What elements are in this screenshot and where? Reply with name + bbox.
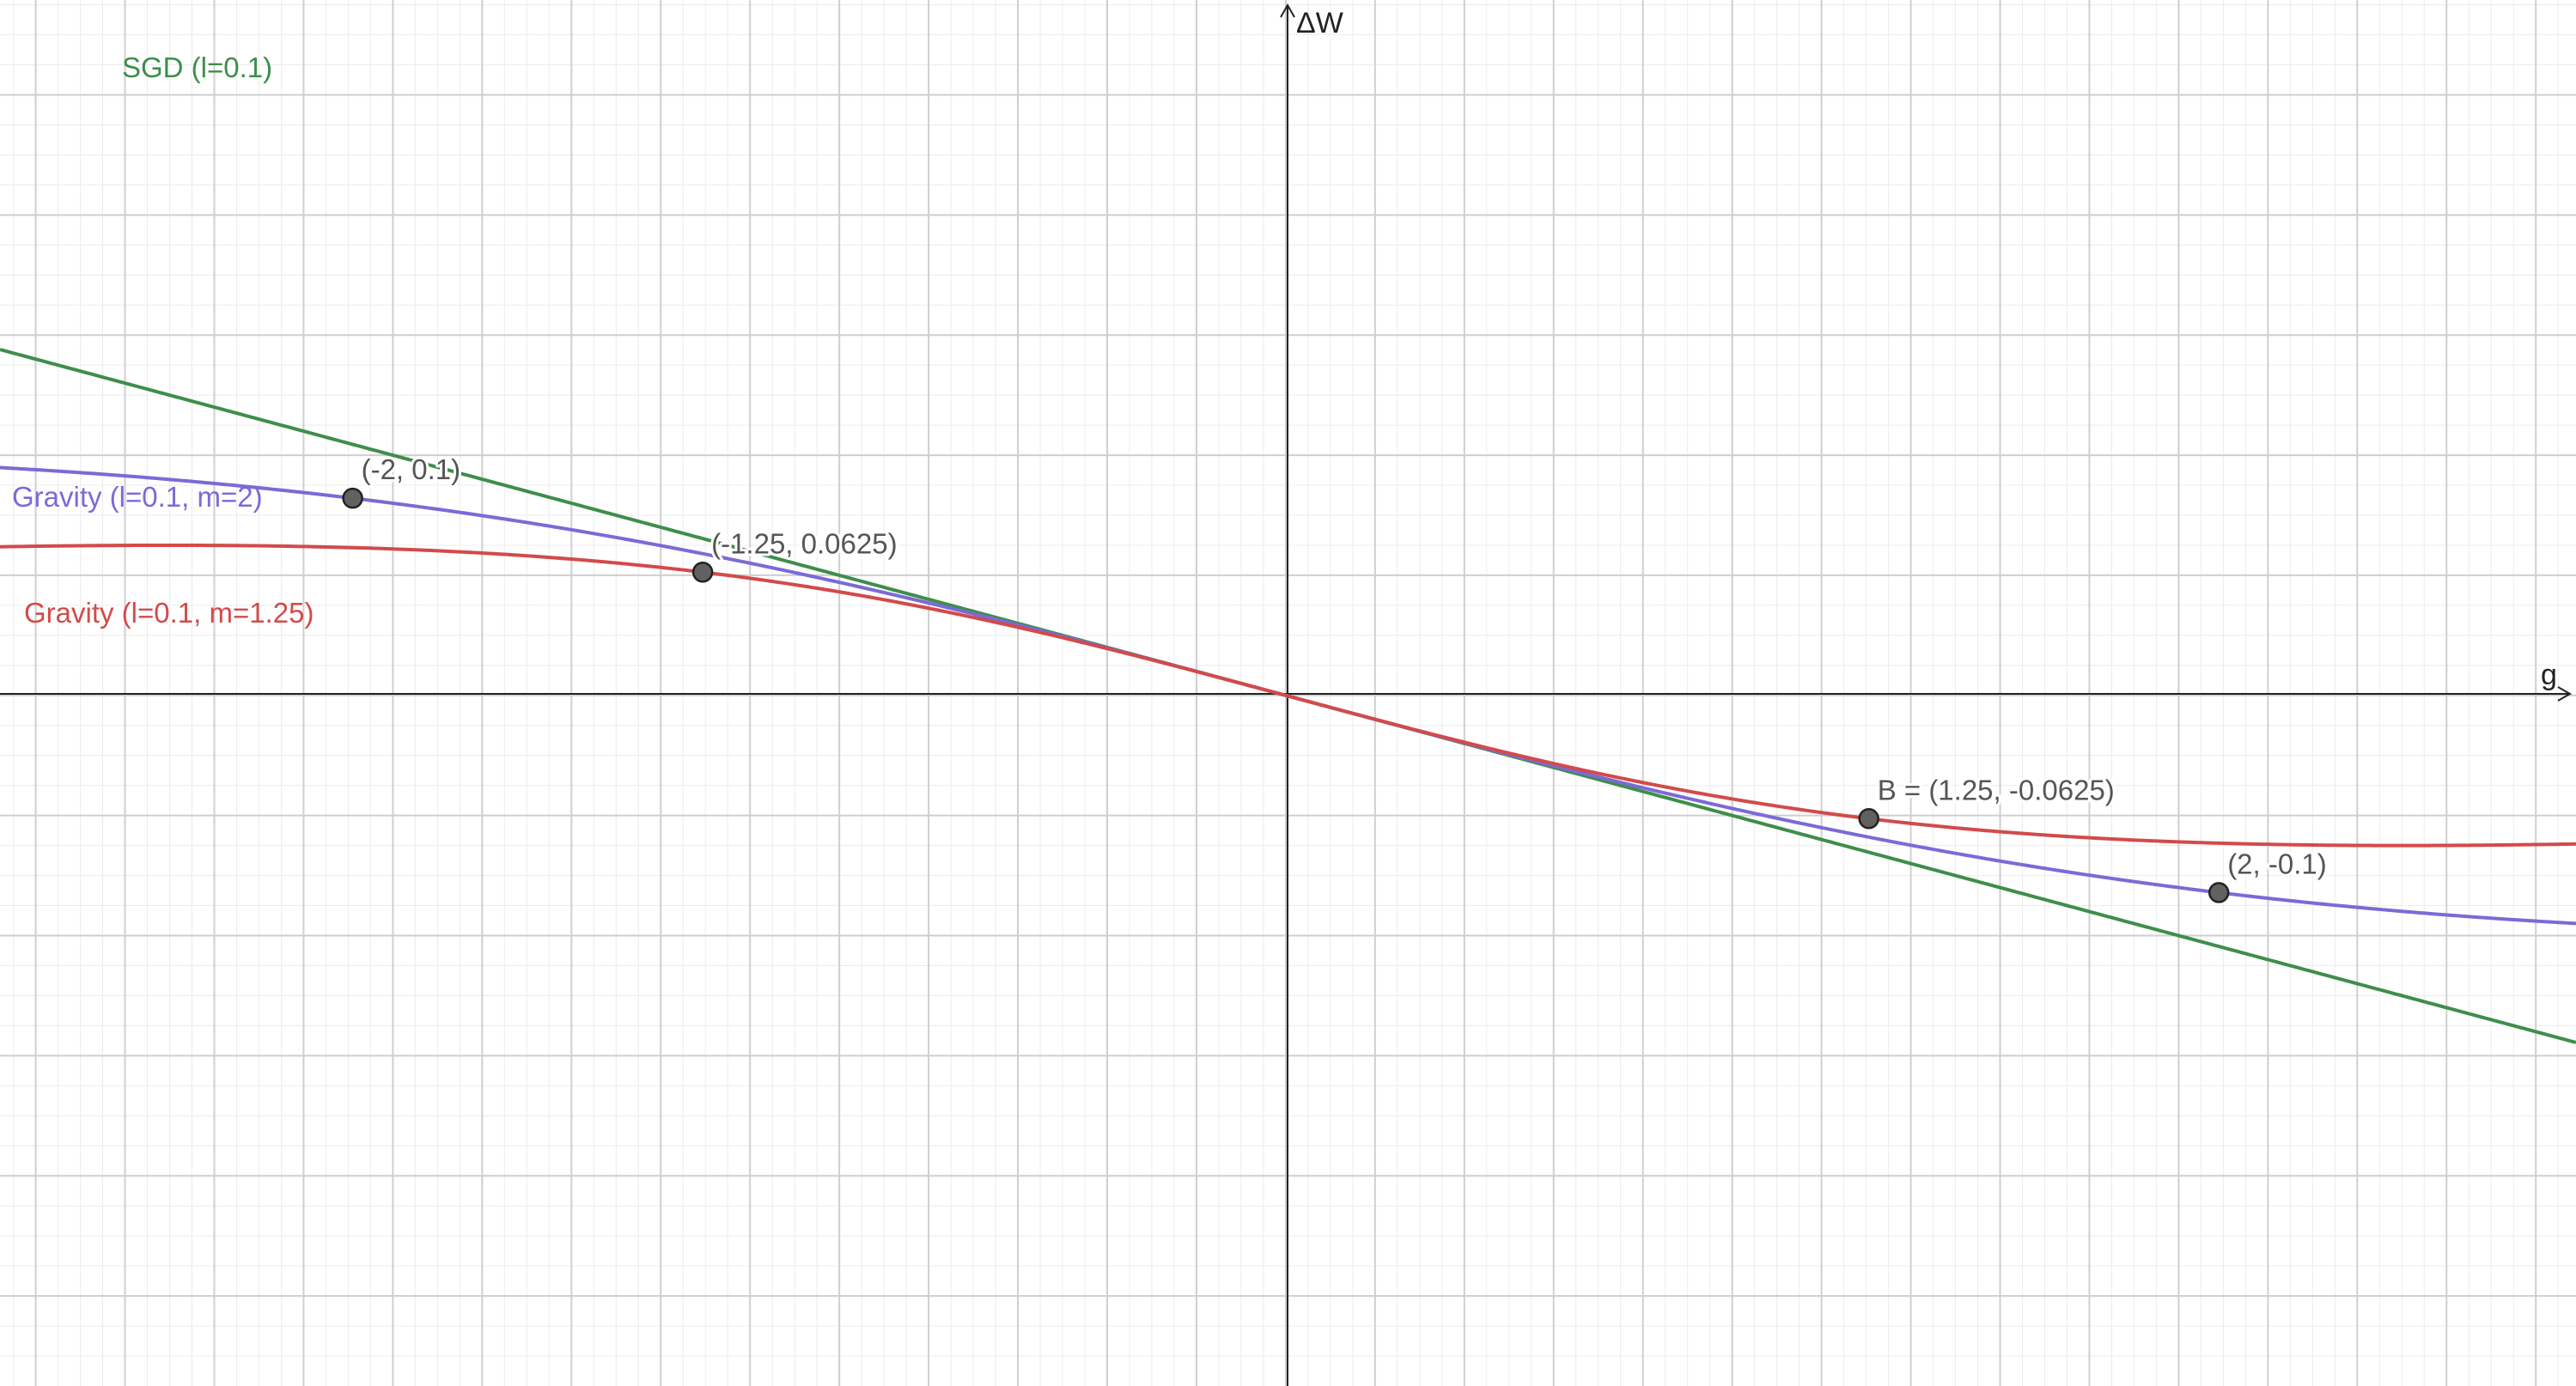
y-axis-arrow-icon: [1280, 3, 1295, 18]
series-line-gravity-m125: [0, 543, 2576, 848]
curves: [0, 348, 2576, 1044]
series-label-gravity-m125: Gravity (l=0.1, m=1.25): [24, 597, 314, 629]
series-label-sgd: SGD (l=0.1): [122, 52, 272, 83]
points: (-2, 0.1) (-1.25, 0.0625) B = (1.25, -0.06…: [342, 451, 2329, 903]
point-marker-p3[interactable]: [1858, 808, 1879, 830]
point-marker-p4[interactable]: [2208, 882, 2230, 903]
y-axis-label: ΔW: [1296, 7, 1343, 40]
point-label-p1: (-2, 0.1): [362, 453, 461, 485]
curve-labels: SGD (l=0.1) Gravity (l=0.1, m=2) Gravity…: [12, 52, 314, 629]
point-marker-p2[interactable]: [691, 562, 714, 583]
series-label-gravity-m2: Gravity (l=0.1, m=2): [12, 481, 263, 513]
point-marker-p1[interactable]: [342, 487, 363, 509]
point-label-p3: B = (1.25, -0.0625): [1878, 774, 2115, 805]
point-label-p4: (2, -0.1): [2227, 848, 2327, 879]
x-axis-label: g: [2541, 659, 2557, 691]
point-label-p2: (-1.25, 0.0625): [711, 527, 897, 559]
x-axis-arrow-icon: [2557, 686, 2573, 702]
